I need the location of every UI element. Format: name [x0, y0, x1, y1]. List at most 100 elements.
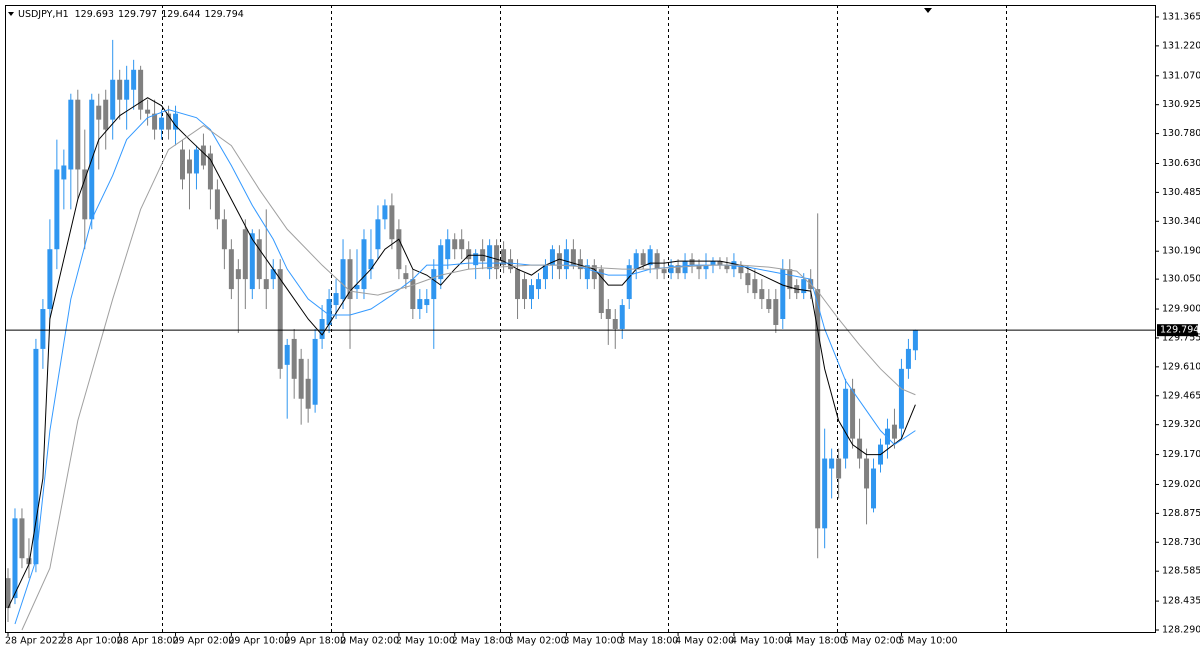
x-tick-label: 2 May 10:00	[396, 636, 455, 647]
plot-frame	[5, 5, 1156, 633]
y-tick-label: 128.585	[1162, 566, 1200, 577]
candle-body	[159, 117, 165, 130]
x-tick-label: 29 Apr 10:00	[228, 636, 290, 647]
candle-body	[256, 239, 262, 280]
moving-average-line	[7, 97, 916, 609]
candle-body	[354, 285, 360, 290]
candle-body	[815, 289, 821, 529]
candle-body	[822, 458, 828, 529]
candle-body	[361, 239, 367, 290]
candle-body	[326, 299, 332, 325]
candle-body	[647, 249, 653, 266]
candle-body	[110, 79, 116, 120]
candle-body	[47, 249, 53, 310]
y-tick-label: 128.730	[1162, 537, 1200, 548]
candle-body	[291, 338, 297, 379]
header-open: 129.693	[75, 9, 114, 20]
candle-body	[570, 249, 576, 266]
candle-body	[689, 259, 695, 266]
candle-body	[857, 438, 863, 459]
candle-body	[668, 265, 674, 274]
x-tick-label: 28 Apr 18:00	[117, 636, 179, 647]
candle-body	[745, 273, 751, 286]
candle-body	[501, 249, 507, 266]
candle-body	[752, 279, 758, 294]
candle-body	[864, 458, 870, 489]
plot-area	[5, 39, 918, 631]
candle-body	[375, 219, 381, 250]
candle-body	[850, 388, 856, 439]
candle-body	[787, 269, 793, 290]
candle-body	[912, 330, 918, 351]
candle-body	[563, 249, 569, 270]
candle-body	[438, 245, 444, 280]
candle-body	[68, 99, 74, 170]
candle-body	[33, 348, 39, 565]
candle-body	[249, 233, 255, 290]
candle-body	[836, 458, 842, 479]
candle-body	[138, 69, 144, 110]
x-tick-label: 5 May 10:00	[898, 636, 957, 647]
y-tick-label: 128.290	[1162, 625, 1200, 636]
y-tick-label: 130.340	[1162, 216, 1200, 227]
candle-body	[466, 249, 472, 260]
candle-body	[598, 269, 604, 314]
candle-body	[640, 253, 646, 266]
chart-title: USDJPY,H1	[18, 9, 69, 20]
chart-header: USDJPY,H1 129.693 129.797 129.644 129.794	[18, 9, 244, 20]
x-tick-label: 29 Apr 02:00	[173, 636, 235, 647]
vertical-grid	[162, 5, 1007, 632]
candle-body	[829, 458, 835, 469]
candle-body	[494, 245, 500, 270]
x-tick-label: 5 May 02:00	[843, 636, 902, 647]
y-tick-label: 128.435	[1162, 596, 1200, 607]
candle-body	[473, 253, 479, 266]
candle-body	[417, 299, 423, 310]
x-tick-label: 4 May 02:00	[675, 636, 734, 647]
candle-body	[61, 165, 67, 180]
candle-body	[396, 229, 402, 270]
candle-body	[305, 378, 311, 409]
candle-body	[180, 149, 185, 180]
x-tick-label: 3 May 02:00	[508, 636, 567, 647]
y-tick-label: 129.320	[1162, 419, 1200, 430]
moving-average-line	[14, 109, 916, 625]
y-tick-label: 130.050	[1162, 274, 1200, 285]
x-tick-label: 3 May 18:00	[619, 636, 678, 647]
candle-body	[556, 253, 562, 270]
y-tick-label: 130.925	[1162, 99, 1200, 110]
candle-body	[626, 265, 632, 300]
candle-body	[542, 265, 548, 280]
candle-body	[228, 249, 234, 290]
candle-body	[200, 145, 206, 166]
candle-body	[801, 279, 807, 294]
candle-body	[96, 105, 102, 120]
candle-body	[82, 169, 88, 220]
y-tick-label: 131.220	[1162, 40, 1200, 51]
y-tick-label: 129.900	[1162, 304, 1200, 315]
candle-body	[389, 205, 395, 240]
candle-body	[270, 269, 276, 280]
y-tick-label: 131.365	[1162, 11, 1200, 22]
candle-body	[152, 113, 158, 130]
candle-body	[145, 109, 151, 114]
candle-body	[703, 265, 709, 270]
candle-body	[619, 305, 625, 329]
candle-body	[333, 293, 339, 306]
candle-body	[459, 239, 465, 250]
candle-body	[905, 348, 911, 369]
candle-body	[382, 205, 388, 220]
candle-body	[654, 253, 660, 270]
y-tick-label: 130.780	[1162, 128, 1200, 139]
candle-body	[235, 269, 241, 280]
shift-marker	[924, 8, 932, 13]
candle-body	[173, 113, 179, 130]
candle-body	[612, 318, 618, 329]
candle-body	[661, 269, 667, 274]
candle-body	[773, 299, 779, 325]
menu-arrow	[8, 12, 14, 16]
candle-body	[759, 289, 765, 300]
